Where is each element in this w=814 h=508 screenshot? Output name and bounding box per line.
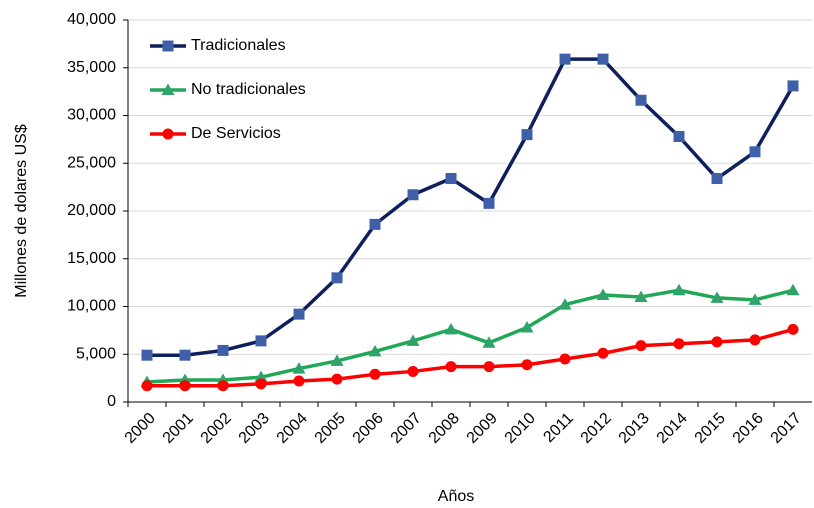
data-point xyxy=(141,349,153,361)
data-point xyxy=(482,336,496,348)
data-point xyxy=(179,380,191,392)
data-point xyxy=(559,53,571,65)
data-point xyxy=(749,334,761,346)
y-tick-label: 10,000 xyxy=(67,298,116,315)
data-point xyxy=(368,344,382,357)
y-tick-label: 40,000 xyxy=(67,11,116,28)
series-line xyxy=(147,57,795,357)
data-point xyxy=(673,131,685,143)
data-point xyxy=(406,334,420,346)
x-tick-label: 2016 xyxy=(730,410,767,447)
x-tick-label: 2001 xyxy=(160,410,197,447)
data-point xyxy=(445,361,457,373)
x-tick-label: 2010 xyxy=(502,410,539,447)
series-line xyxy=(147,327,794,388)
x-tick-label: 2017 xyxy=(768,410,805,447)
x-tick-label: 2002 xyxy=(198,410,235,447)
data-point xyxy=(293,308,305,320)
data-point xyxy=(445,173,457,185)
data-point xyxy=(634,290,648,302)
data-point xyxy=(179,349,191,361)
data-point xyxy=(749,146,761,158)
data-point xyxy=(255,378,267,390)
data-point xyxy=(217,380,229,392)
data-point xyxy=(483,197,495,209)
data-point xyxy=(141,380,153,392)
legend-label: De Servicios xyxy=(191,125,281,142)
x-tick-label: 2000 xyxy=(122,410,159,447)
data-point xyxy=(369,368,381,380)
legend-marker xyxy=(162,128,174,140)
data-point xyxy=(369,218,381,230)
x-tick-label: 2011 xyxy=(540,410,576,446)
y-tick-label: 15,000 xyxy=(67,250,116,267)
data-point xyxy=(635,94,647,106)
data-point xyxy=(596,288,610,301)
legend-marker xyxy=(161,83,175,95)
data-point xyxy=(217,344,229,356)
data-point xyxy=(292,362,306,374)
x-tick-label: 2008 xyxy=(426,410,463,447)
x-tick-label: 2005 xyxy=(312,410,349,447)
data-point xyxy=(711,173,723,185)
data-point xyxy=(331,373,343,385)
x-tick-label: 2015 xyxy=(692,410,729,447)
x-tick-label: 2012 xyxy=(578,410,615,447)
data-point xyxy=(673,338,685,350)
data-point xyxy=(787,80,799,92)
data-point xyxy=(407,189,419,201)
data-point xyxy=(255,335,267,347)
data-point xyxy=(483,361,495,373)
data-point xyxy=(748,293,762,305)
x-tick-label: 2006 xyxy=(350,410,387,447)
legend-label: No tradicionales xyxy=(191,81,306,98)
data-point xyxy=(597,347,609,359)
y-tick-label: 5,000 xyxy=(76,345,116,362)
data-point xyxy=(710,291,724,303)
x-tick-label: 2013 xyxy=(616,410,653,447)
data-point xyxy=(558,298,572,310)
x-tick-label: 2009 xyxy=(464,410,501,447)
y-tick-label: 0 xyxy=(107,393,116,410)
data-point xyxy=(559,353,571,365)
data-point xyxy=(444,322,458,335)
data-point xyxy=(293,375,305,387)
data-point xyxy=(787,323,799,335)
data-point xyxy=(521,129,533,141)
data-point xyxy=(521,359,533,371)
data-point xyxy=(520,321,534,333)
y-tick-label: 25,000 xyxy=(67,154,116,171)
data-point xyxy=(407,365,419,377)
data-point xyxy=(254,370,268,383)
data-point xyxy=(635,340,647,352)
data-point xyxy=(331,272,343,284)
legend-label: Tradicionales xyxy=(191,37,286,54)
x-tick-label: 2003 xyxy=(236,410,273,447)
x-tick-label: 2007 xyxy=(388,410,425,447)
series-line xyxy=(146,288,794,384)
y-tick-label: 20,000 xyxy=(67,202,116,219)
x-axis-label: Años xyxy=(438,488,474,505)
data-point xyxy=(786,283,800,296)
data-point xyxy=(597,53,609,65)
x-tick-label: 2004 xyxy=(274,410,311,447)
legend-marker xyxy=(162,40,174,52)
x-tick-label: 2014 xyxy=(654,410,691,447)
data-point xyxy=(672,283,686,296)
y-axis-label: Millones de dolares US$ xyxy=(13,124,30,298)
y-tick-label: 30,000 xyxy=(67,107,116,124)
y-tick-label: 35,000 xyxy=(67,59,116,76)
data-point xyxy=(711,336,723,348)
data-point xyxy=(330,354,344,366)
